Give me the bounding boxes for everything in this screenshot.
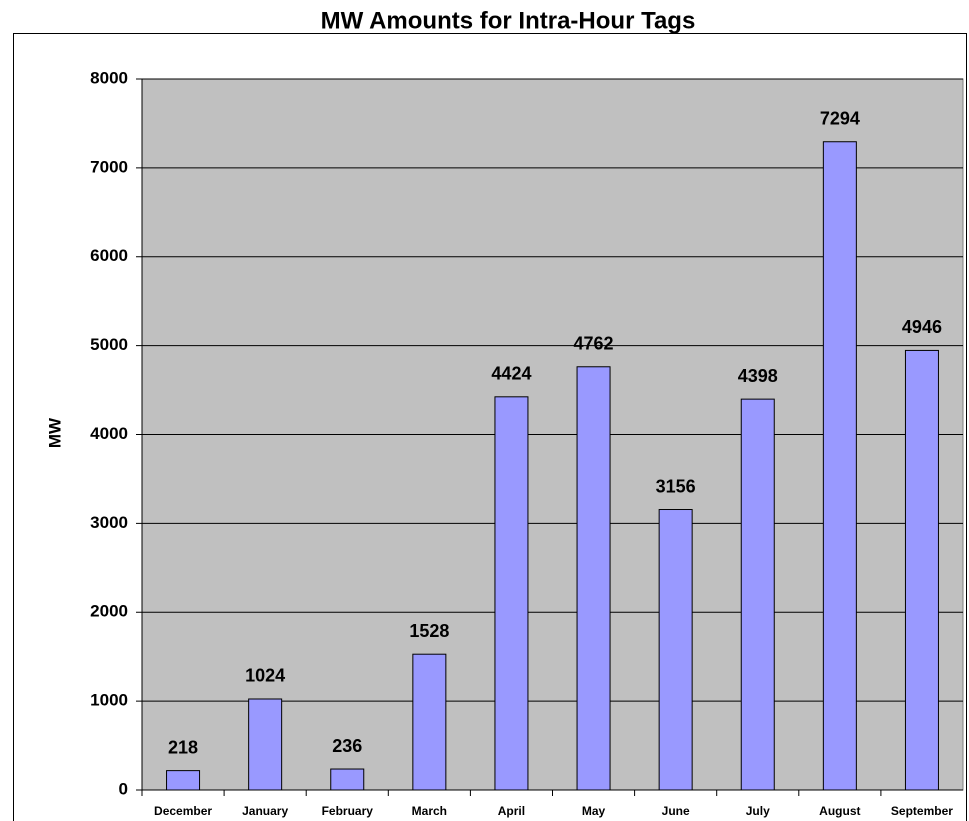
bar xyxy=(412,653,447,791)
bar xyxy=(822,141,857,791)
bar xyxy=(658,509,693,791)
x-tick-label: August xyxy=(819,804,860,818)
bar xyxy=(330,768,365,791)
y-tick-label: 3000 xyxy=(90,513,128,532)
data-label: 4424 xyxy=(491,364,531,384)
data-label: 4762 xyxy=(574,334,614,354)
bar xyxy=(248,698,283,791)
data-label: 218 xyxy=(168,737,198,757)
y-tick-label: 8000 xyxy=(90,68,128,87)
y-tick-label: 2000 xyxy=(90,602,128,621)
data-label: 1024 xyxy=(245,666,285,686)
bar xyxy=(494,396,529,791)
y-tick-label: 6000 xyxy=(90,246,128,265)
x-tick-label: March xyxy=(412,804,447,818)
y-tick-label: 4000 xyxy=(90,424,128,443)
data-label: 236 xyxy=(332,736,362,756)
bar xyxy=(576,366,611,791)
bar xyxy=(904,349,939,791)
data-label: 1528 xyxy=(409,621,449,641)
x-tick-label: February xyxy=(322,804,374,818)
x-tick-label: September xyxy=(891,804,953,818)
y-tick-label: 1000 xyxy=(90,691,128,710)
bar xyxy=(166,770,201,791)
x-tick-label: July xyxy=(746,804,770,818)
data-label: 3156 xyxy=(656,476,696,496)
y-axis-label: MW xyxy=(45,417,64,448)
chart-title: MW Amounts for Intra-Hour Tags xyxy=(321,7,696,34)
data-label: 4946 xyxy=(902,317,942,337)
y-tick-label: 5000 xyxy=(90,335,128,354)
y-tick-label: 7000 xyxy=(90,157,128,176)
data-label: 7294 xyxy=(820,108,860,128)
x-tick-label: December xyxy=(154,804,212,818)
y-tick-label: 0 xyxy=(119,779,128,798)
data-label: 4398 xyxy=(738,366,778,386)
x-tick-label: April xyxy=(498,804,525,818)
x-tick-label: January xyxy=(242,804,288,818)
x-tick-label: May xyxy=(582,804,606,818)
bar xyxy=(740,398,775,791)
x-tick-label: June xyxy=(662,804,690,818)
